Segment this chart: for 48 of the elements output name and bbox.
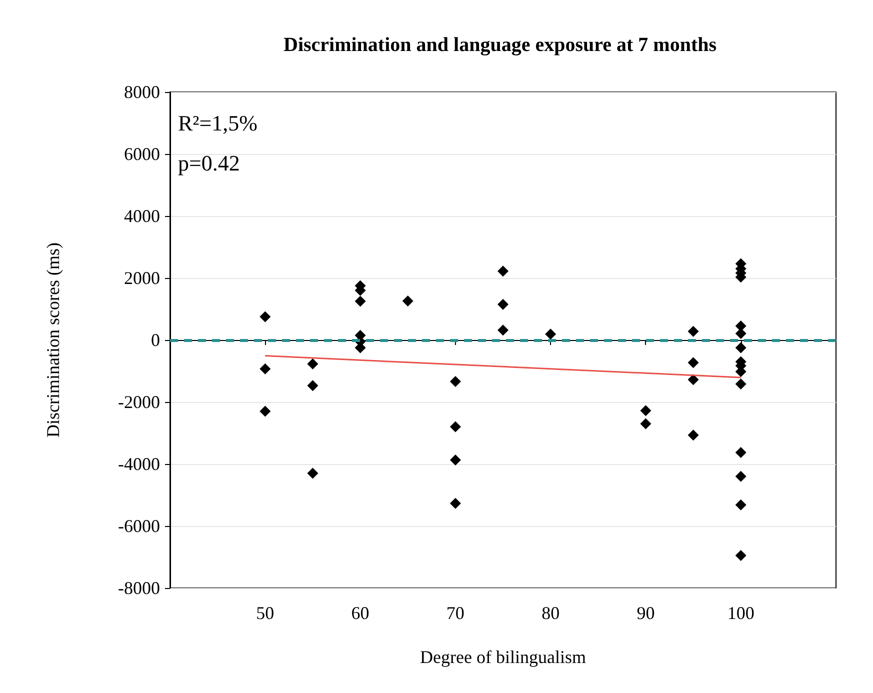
point xyxy=(260,363,271,374)
x-tick-label: 70 xyxy=(446,603,464,623)
point xyxy=(307,468,318,479)
point xyxy=(450,421,461,432)
point xyxy=(735,342,746,354)
y-tick-label: -4000 xyxy=(118,454,160,474)
y-tick-label: 4000 xyxy=(124,206,160,226)
point xyxy=(260,311,271,322)
point xyxy=(402,295,414,306)
point xyxy=(735,470,746,482)
y-tick-label: 8000 xyxy=(124,82,160,102)
point xyxy=(260,406,271,417)
point xyxy=(450,376,461,388)
point xyxy=(688,374,699,386)
x-tick-label: 60 xyxy=(351,603,370,623)
point xyxy=(450,498,461,509)
y-tick-label: -6000 xyxy=(118,516,160,536)
point xyxy=(307,380,318,392)
y-axis-title: Discrimination scores (ms) xyxy=(43,242,63,438)
point xyxy=(498,298,508,310)
point xyxy=(640,405,652,416)
point xyxy=(640,418,652,430)
x-tick-label: 90 xyxy=(636,603,655,623)
x-tick-label: 50 xyxy=(256,603,274,623)
x-tick-label: 100 xyxy=(727,603,754,623)
point xyxy=(735,550,746,561)
point xyxy=(307,358,318,370)
y-tick-label: -8000 xyxy=(118,578,160,598)
point xyxy=(735,447,746,458)
point xyxy=(688,326,699,337)
point xyxy=(688,357,699,368)
y-tick-label: 2000 xyxy=(124,268,160,288)
x-axis-title: Degree of bilingualism xyxy=(420,647,586,667)
point xyxy=(545,328,556,340)
point xyxy=(498,324,508,336)
point xyxy=(688,430,699,441)
point xyxy=(450,454,461,466)
y-tick-label: -2000 xyxy=(118,392,160,412)
annotation: p=0.42 xyxy=(178,150,240,176)
point xyxy=(354,296,366,307)
y-tick-label: 6000 xyxy=(124,144,160,164)
annotation: R²=1,5% xyxy=(178,110,258,136)
chart-title: Discrimination and language exposure at 7 months xyxy=(283,34,717,56)
point xyxy=(498,266,508,277)
point xyxy=(735,378,746,390)
y-tick-label: 0 xyxy=(151,330,160,350)
x-tick-label: 80 xyxy=(542,603,560,623)
point xyxy=(735,499,746,510)
